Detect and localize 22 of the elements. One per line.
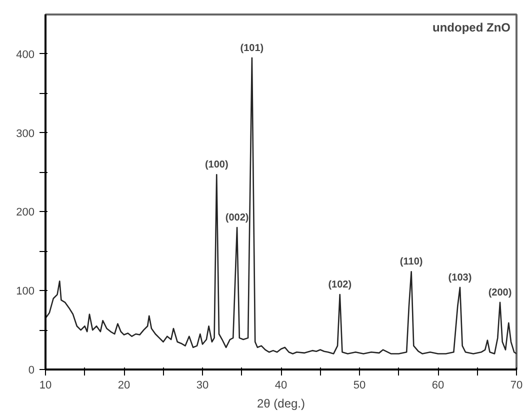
line-series [46, 57, 516, 354]
x-tick-label: 20 [118, 380, 130, 392]
annotation: (101) [240, 42, 264, 54]
annotation: (110) [400, 256, 423, 268]
x-axis-title: 2θ (deg.) [256, 396, 306, 410]
y-tick-label: 400 [16, 48, 35, 61]
x-tick-label: 60 [432, 380, 444, 392]
y-tick-label: 300 [16, 128, 35, 140]
y-tick-label: 200 [16, 206, 35, 219]
annotation: (002) [225, 212, 249, 224]
annotation: (200) [488, 287, 512, 298]
x-tick-label: 30 [196, 380, 209, 392]
annotation: (100) [204, 160, 228, 171]
y-tick-label: 0 [28, 364, 35, 376]
x-tick-label: 10 [39, 380, 52, 392]
x-tick-label: 40 [274, 380, 288, 392]
y-tick-label: 100 [16, 286, 35, 298]
annotation: undoped ZnO [432, 20, 510, 34]
x-tick-label: 50 [353, 380, 366, 392]
annotation: (102) [328, 280, 352, 291]
annotation: (103) [448, 272, 472, 284]
x-tick-label: 70 [510, 380, 523, 392]
